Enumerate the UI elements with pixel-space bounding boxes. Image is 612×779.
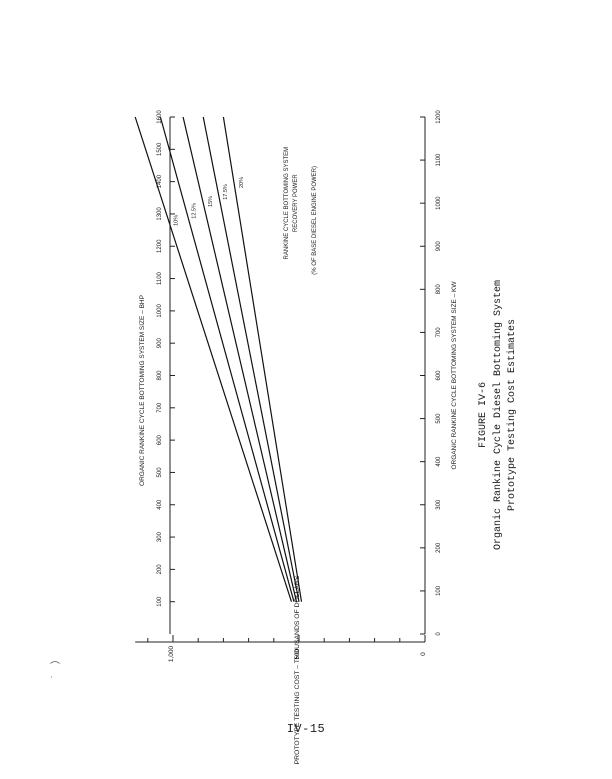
x2-tick-label: 100: [157, 596, 163, 607]
page-number: IV-15: [286, 722, 326, 736]
legend-line-3: (% OF BASE DIESEL ENGINE POWER): [312, 166, 318, 275]
x2-tick-label: 200: [157, 564, 163, 575]
x-tick-label: 500: [436, 413, 442, 424]
series-label: 20%: [239, 177, 245, 188]
y-tick-label: 1,000: [168, 645, 175, 662]
y-axis-label: PROTOTYPE TESTING COST – THOUSANDS OF DO…: [294, 575, 301, 764]
x-tick-label: 1000: [436, 196, 442, 210]
x2-tick-label: 1100: [157, 271, 163, 285]
legend-line-2: RECOVERY POWER: [293, 174, 299, 232]
figure-caption-line-3: Prototype Testing Cost Estimates: [506, 319, 518, 511]
series-line: [222, 116, 303, 602]
series-line: [202, 116, 300, 602]
x2-tick-label: 1200: [157, 239, 163, 253]
figure-caption-title: FIGURE IV-6: [478, 382, 489, 448]
scan-artifact-dot: ·: [50, 673, 53, 682]
x-tick-label: 600: [436, 370, 442, 381]
series-label: 12.5%: [191, 203, 197, 219]
x-tick-label: 200: [436, 542, 442, 553]
x-tick-label: 300: [436, 499, 442, 510]
figure-caption-line-2: Organic Rankine Cycle Diesel Bottoming S…: [492, 280, 504, 550]
x2-tick-label: 300: [157, 531, 163, 542]
series-line: [159, 116, 295, 602]
x2-tick-label: 800: [157, 370, 163, 381]
x2-tick-label: 1600: [157, 110, 163, 124]
x-tick-label: 700: [436, 327, 442, 338]
y-tick-label: 500: [294, 648, 301, 659]
x-tick-label: 1100: [436, 153, 442, 167]
series-label: 15%: [208, 196, 214, 207]
x2-tick-label: 600: [157, 434, 163, 445]
x2-tick-label: 700: [157, 402, 163, 413]
series-line: [182, 116, 298, 602]
x2-tick-label: 1400: [157, 174, 163, 188]
x-tick-label: 1200: [436, 110, 442, 124]
x2-tick-label: 400: [157, 499, 163, 510]
series-label: 10%: [174, 215, 180, 226]
y-tick-label: 0: [420, 652, 427, 656]
x2-tick-label: 900: [157, 338, 163, 349]
x-tick-label: 100: [436, 585, 442, 596]
series-line: [134, 116, 293, 602]
x-axis-label: ORGANIC RANKINE CYCLE BOTTOMING SYSTEM S…: [451, 281, 458, 470]
scan-artifact-mark: ⌒: [50, 662, 60, 673]
x2-tick-label: 1300: [157, 207, 163, 221]
series-label: 17.5%: [223, 184, 229, 200]
x-tick-label: 0: [436, 632, 442, 636]
legend-line-1: RANKINE CYCLE BOTTOMING SYSTEM: [284, 147, 290, 260]
x-tick-label: 900: [436, 241, 442, 252]
x2-axis-label: ORGANIC RANKINE CYCLE BOTTOMING SYSTEM S…: [139, 295, 146, 486]
x2-tick-label: 1000: [157, 304, 163, 318]
x2-tick-label: 500: [157, 467, 163, 478]
chart-plot-group: 0100200300400500600700800900100011001200…: [134, 110, 518, 764]
x-tick-label: 400: [436, 456, 442, 467]
x-tick-label: 800: [436, 284, 442, 295]
x2-tick-label: 1500: [157, 142, 163, 156]
